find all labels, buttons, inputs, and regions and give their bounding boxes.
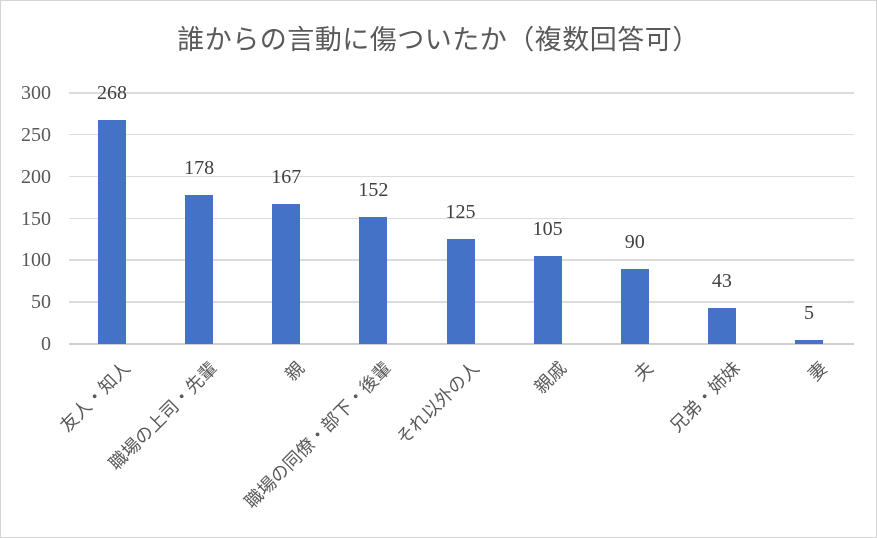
bar-4[interactable]	[359, 216, 388, 344]
bar-9[interactable]	[795, 339, 823, 344]
bar-3[interactable]	[272, 204, 301, 344]
horizontal-gridline	[69, 133, 854, 136]
bar-value-label: 152	[358, 178, 389, 201]
bar-value-label: 5	[804, 301, 814, 324]
x-axis-label: 夫	[630, 358, 657, 385]
horizontal-gridline	[69, 175, 854, 178]
bar-value-label: 43	[711, 270, 732, 293]
y-tick-label: 50	[31, 291, 51, 314]
x-axis-label: 妻	[804, 358, 832, 385]
y-tick-label: 0	[41, 333, 51, 355]
bar-7[interactable]	[620, 268, 649, 344]
bar-5[interactable]	[446, 239, 475, 344]
x-axis-label: 兄弟・姉妹	[666, 358, 745, 436]
y-tick-label: 300	[21, 82, 51, 104]
bar-value-label: 268	[97, 81, 127, 104]
bar-6[interactable]	[533, 256, 562, 344]
y-tick-label: 100	[21, 249, 51, 272]
x-axis-line	[69, 343, 854, 345]
y-tick-label: 150	[21, 207, 51, 230]
x-axis-label: 親	[281, 358, 309, 385]
bar-value-label: 125	[445, 201, 476, 224]
horizontal-gridline	[69, 217, 854, 219]
chart-title: 誰からの言動に傷ついたか（複数回答可）	[177, 25, 700, 55]
x-axis-label: 職場の同僚・部下・後輩	[241, 358, 396, 513]
y-tick-label: 250	[21, 123, 51, 146]
y-tick-label: 200	[21, 165, 51, 188]
x-axis-label: 友人・知人	[56, 358, 135, 436]
x-axis-label: それ以外の人	[392, 358, 483, 449]
bar-2[interactable]	[185, 195, 214, 344]
x-axis-label: 親戚	[530, 358, 570, 398]
bar-value-label: 90	[624, 230, 645, 253]
bar-value-label: 178	[184, 157, 215, 180]
horizontal-gridline	[69, 92, 854, 94]
bar-8[interactable]	[707, 308, 736, 344]
bar-value-label: 167	[271, 166, 302, 189]
bar-1[interactable]	[98, 119, 126, 344]
bar-value-label: 105	[532, 218, 563, 241]
